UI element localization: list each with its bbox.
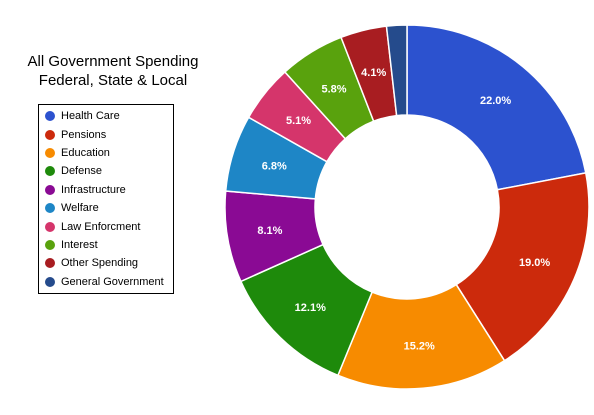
slice-data-label: 5.1%	[286, 115, 311, 127]
chart-title-line-2: Federal, State & Local	[38, 72, 188, 89]
legend-item: General Government	[39, 273, 173, 291]
legend-swatch	[45, 221, 55, 232]
donut-slice	[406, 24, 587, 191]
legend-swatch	[45, 147, 55, 158]
chart-title: All Government Spending Federal, State &…	[0, 52, 226, 90]
legend-item: Interest	[39, 236, 173, 254]
legend-label: Pensions	[61, 128, 107, 141]
slice-data-label: 6.8%	[262, 161, 287, 173]
legend-item: Defense	[39, 162, 173, 180]
legend-swatch	[45, 129, 55, 140]
slice-data-label: 19.0%	[519, 257, 550, 269]
legend-label: General Government	[61, 275, 164, 288]
legend-label: Defense	[61, 165, 102, 178]
donut-slice	[385, 24, 408, 117]
legend-label: Infrastructure	[61, 183, 126, 196]
legend-label: Welfare	[61, 202, 99, 215]
legend-label: Health Care	[61, 110, 120, 123]
legend-item: Infrastructure	[39, 181, 173, 199]
legend-label: Interest	[61, 238, 98, 251]
legend-swatch	[45, 258, 55, 269]
legend-item: Welfare	[39, 199, 173, 217]
legend-swatch	[45, 239, 55, 250]
legend-label: Education	[61, 146, 110, 159]
slice-data-label: 22.0%	[480, 95, 511, 107]
legend-swatch	[45, 276, 55, 287]
legend-swatch	[45, 111, 55, 122]
legend-swatch	[45, 166, 55, 177]
slice-data-label: 5.8%	[321, 84, 346, 96]
donut-slice	[455, 172, 590, 362]
legend-item: Law Enforcment	[39, 217, 173, 235]
legend-item: Education	[39, 144, 173, 162]
slice-data-label: 12.1%	[295, 302, 326, 314]
legend-swatch	[45, 184, 55, 195]
slice-data-label: 8.1%	[257, 225, 282, 237]
chart-legend: Health Care Pensions Education Defense Infra…	[38, 104, 174, 294]
legend-item: Health Care	[39, 107, 173, 125]
legend-label: Other Spending	[61, 257, 139, 270]
slice-data-label: 15.2%	[404, 340, 435, 352]
donut-slice	[336, 283, 506, 390]
legend-item: Pensions	[39, 125, 173, 143]
legend-item: Other Spending	[39, 254, 173, 272]
legend-label: Law Enforcment	[61, 220, 141, 233]
chart-title-line-1: All Government Spending	[27, 53, 199, 70]
slice-data-label: 4.1%	[361, 67, 386, 79]
legend-swatch	[45, 203, 55, 214]
